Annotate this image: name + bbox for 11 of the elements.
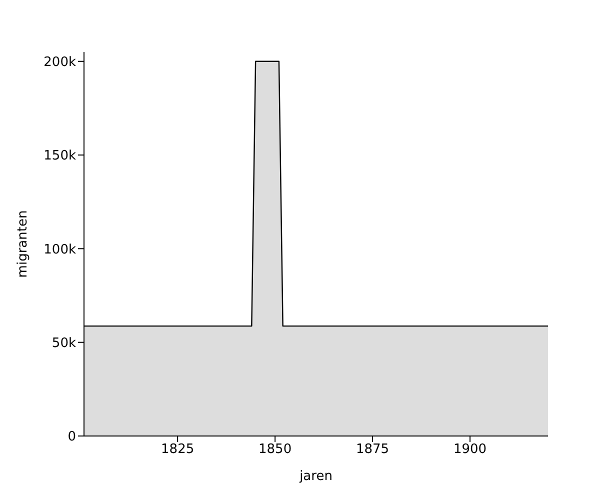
x-tick-label: 1875: [356, 442, 390, 458]
x-axis-title: jaren: [298, 469, 332, 484]
y-tick-label: 50k: [52, 336, 76, 351]
y-tick-label: 0: [68, 430, 76, 445]
y-axis-title: migranten: [16, 210, 31, 278]
y-tick-label: 200k: [44, 54, 76, 70]
x-tick-label: 1825: [161, 442, 194, 458]
y-tick-label: 100k: [44, 242, 76, 258]
y-tick-label: 150k: [44, 148, 76, 164]
x-tick-label: 1900: [453, 442, 487, 458]
x-tick-label: 1850: [258, 442, 292, 458]
